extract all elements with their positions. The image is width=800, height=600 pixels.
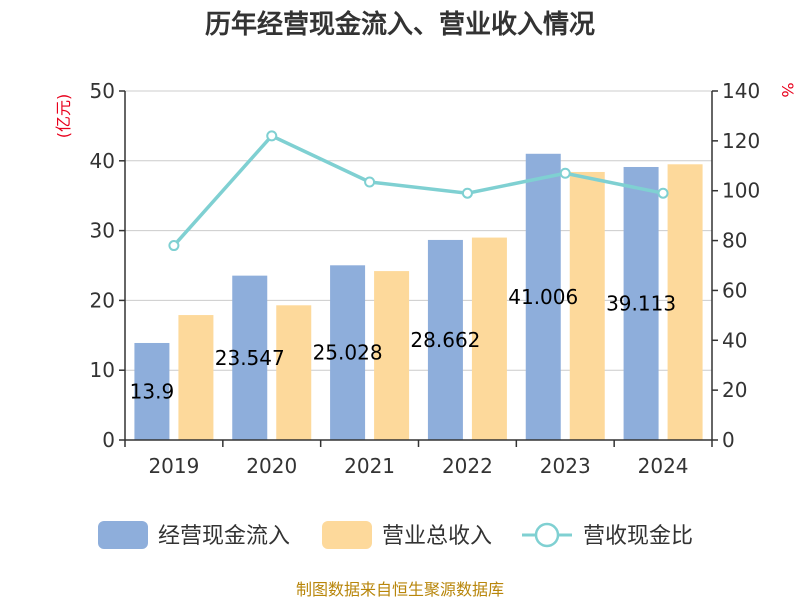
bar-cash-inflow-2019 xyxy=(134,342,170,440)
data-label-cash-inflow-2019: 13.9 xyxy=(130,379,175,403)
right-tick-label: 0 xyxy=(722,428,735,452)
bar-cash-inflow-2024 xyxy=(623,166,659,440)
x-tick-label-2020: 2020 xyxy=(246,454,297,478)
bar-cash-inflow-2023 xyxy=(525,153,561,440)
bar-labels: 13.9 23.547 25.028 28.662 41.006 39.113 xyxy=(130,285,676,404)
data-label-cash-inflow-2022: 28.662 xyxy=(410,328,480,352)
legend-swatch-revenue xyxy=(322,521,372,549)
right-tick-label: 20 xyxy=(722,378,747,402)
bar-revenue-2024 xyxy=(667,164,703,441)
right-tick-label: 80 xyxy=(722,229,747,253)
ratio-point-2019 xyxy=(168,240,180,252)
data-label-cash-inflow-2021: 25.028 xyxy=(313,341,383,365)
x-tick-label-2023: 2023 xyxy=(540,454,591,478)
bar-revenue-2019 xyxy=(178,315,214,440)
bar-cash-inflow-2020 xyxy=(232,275,268,440)
left-tick-label: 20 xyxy=(90,288,115,312)
source-text: 制图数据来自恒生聚源数据库 xyxy=(296,580,504,599)
legend-label-ratio: 营收现金比 xyxy=(583,524,693,549)
bar-revenue-2021 xyxy=(374,271,410,440)
grid xyxy=(125,90,712,371)
chart-title: 历年经营现金流入、营业收入情况 xyxy=(205,9,595,40)
left-tick-label: 50 xyxy=(90,79,115,103)
x-tick-label-2022: 2022 xyxy=(442,454,493,478)
left-tick-label: 0 xyxy=(102,428,115,452)
ratio-point-2022 xyxy=(461,187,473,199)
bars xyxy=(134,153,703,441)
data-label-cash-inflow-2024: 39.113 xyxy=(606,291,676,315)
right-tick-label: 40 xyxy=(722,328,747,352)
right-tick-label: 140 xyxy=(722,79,760,103)
bar-revenue-2023 xyxy=(569,171,605,440)
right-axis-unit: % xyxy=(778,82,797,97)
ratio-point-2024 xyxy=(657,187,669,199)
right-tick-label: 60 xyxy=(722,278,747,302)
right-tick-label: 100 xyxy=(722,179,760,203)
bar-cash-inflow-2021 xyxy=(330,265,366,440)
data-label-cash-inflow-2023: 41.006 xyxy=(508,285,578,309)
ratio-line xyxy=(168,130,669,252)
bar-revenue-2020 xyxy=(276,305,312,440)
axes: 0 10 20 30 40 50 0 20 40 60 80 100 120 140 2019 2020 202… xyxy=(90,79,761,478)
legend: 经营现金流入 营业总收入 营收现金比 xyxy=(98,521,693,549)
ratio-point-2020 xyxy=(266,130,278,142)
bar-revenue-2022 xyxy=(471,237,507,440)
legend-label-cash-inflow: 经营现金流入 xyxy=(158,524,290,549)
left-tick-label: 30 xyxy=(90,219,115,243)
bar-cash-inflow-2022 xyxy=(427,239,463,440)
left-tick-label: 10 xyxy=(90,358,115,382)
left-axis-unit: (亿元) xyxy=(54,94,73,139)
ratio-point-2023 xyxy=(559,167,571,179)
x-tick-label-2024: 2024 xyxy=(638,454,689,478)
data-label-cash-inflow-2020: 23.547 xyxy=(215,346,285,370)
ratio-line-path xyxy=(172,133,664,247)
legend-label-revenue: 营业总收入 xyxy=(382,524,492,549)
right-tick-label: 120 xyxy=(722,129,760,153)
legend-marker-ratio xyxy=(534,522,560,548)
x-tick-label-2021: 2021 xyxy=(344,454,395,478)
ratio-point-2021 xyxy=(364,176,376,188)
x-tick-label-2019: 2019 xyxy=(148,454,199,478)
left-tick-label: 40 xyxy=(90,149,115,173)
legend-swatch-cash-inflow xyxy=(98,521,148,549)
